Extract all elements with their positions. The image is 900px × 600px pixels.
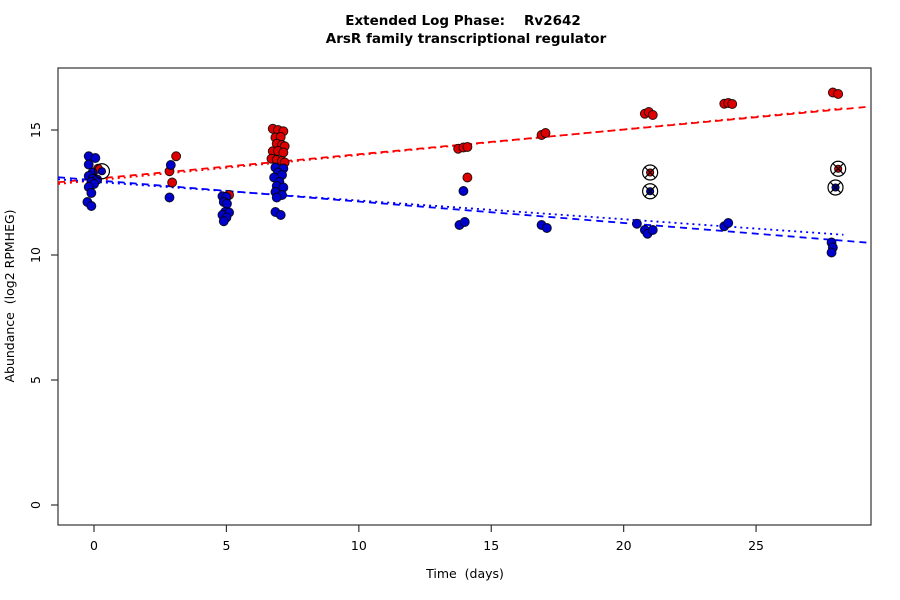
data-point-red-upregulated (647, 110, 658, 120)
flagged-outlier-ring (642, 164, 659, 181)
data-point-blue-downregulated (86, 188, 97, 198)
data-point-blue-downregulated (631, 218, 642, 229)
data-point-red-upregulated (462, 172, 473, 183)
data-point-blue-downregulated (647, 225, 658, 235)
data-point-blue-downregulated (164, 192, 175, 203)
y-tick-label: 15 (28, 122, 43, 138)
data-point-blue-downregulated (458, 186, 469, 196)
trend-lines-layer (57, 105, 869, 244)
flagged-outlier-ring (827, 179, 844, 196)
data-point-red-upregulated (833, 89, 844, 99)
y-tick-label: 0 (28, 501, 43, 509)
data-point-red-upregulated (462, 142, 473, 152)
data-point-blue-downregulated (275, 210, 286, 220)
data-point-red-upregulated (171, 151, 182, 162)
flagged-outlier-x (829, 181, 842, 194)
data-point-blue-downregulated (90, 153, 101, 163)
trend-line-blue-fit-dashed (57, 176, 869, 244)
y-tick-label: 5 (28, 376, 43, 384)
data-point-blue-downregulated (271, 192, 282, 203)
plot-title-gene: Rv2642 (524, 13, 581, 29)
data-point-blue-downregulated (83, 159, 94, 170)
y-axis-label: Abundance (log2 RPMHEG) (2, 209, 17, 382)
data-point-red-upregulated (540, 128, 551, 138)
x-tick-label: 15 (483, 538, 499, 553)
data-point-blue-downregulated (165, 160, 176, 170)
flagged-outlier-ring (642, 183, 659, 200)
flagged-outlier-x (644, 185, 656, 197)
axis-ticks-layer: 0 5 10 15 20 25 0 5 10 15 (28, 122, 764, 553)
data-point-blue-downregulated (459, 217, 470, 227)
x-tick-label: 0 (90, 538, 98, 553)
data-point-red-upregulated (167, 177, 178, 188)
flagged-outlier-dot (97, 167, 107, 176)
flagged-outlier-ring (830, 160, 847, 177)
x-tick-label: 25 (748, 538, 764, 553)
data-points-layer (82, 87, 844, 258)
data-point-blue-downregulated (222, 198, 232, 209)
plot-title-prefix: Extended Log Phase: (345, 13, 505, 29)
data-point-blue-downregulated (218, 216, 229, 227)
data-point-red-upregulated (727, 99, 738, 109)
flagged-outlier-x (832, 163, 844, 175)
x-tick-label: 20 (616, 538, 632, 553)
data-point-blue-downregulated (86, 201, 97, 211)
data-point-blue-downregulated (826, 247, 837, 258)
data-point-blue-downregulated (541, 223, 552, 233)
y-tick-label: 10 (28, 247, 43, 263)
x-tick-label: 5 (222, 538, 230, 553)
data-point-red-upregulated (278, 147, 289, 158)
trend-line-red-fit-dotted (57, 107, 844, 185)
plot-subtitle: ArsR family transcriptional regulator (326, 31, 607, 47)
plot-box (57, 67, 872, 526)
flagged-outliers-layer (93, 160, 847, 200)
flagged-outlier-ring (93, 163, 111, 180)
data-point-blue-downregulated (723, 218, 734, 228)
plot-box-layer (57, 67, 872, 526)
x-tick-label: 10 (351, 538, 367, 553)
flagged-outlier-x (644, 166, 656, 179)
x-axis-label: Time (days) (425, 566, 504, 581)
